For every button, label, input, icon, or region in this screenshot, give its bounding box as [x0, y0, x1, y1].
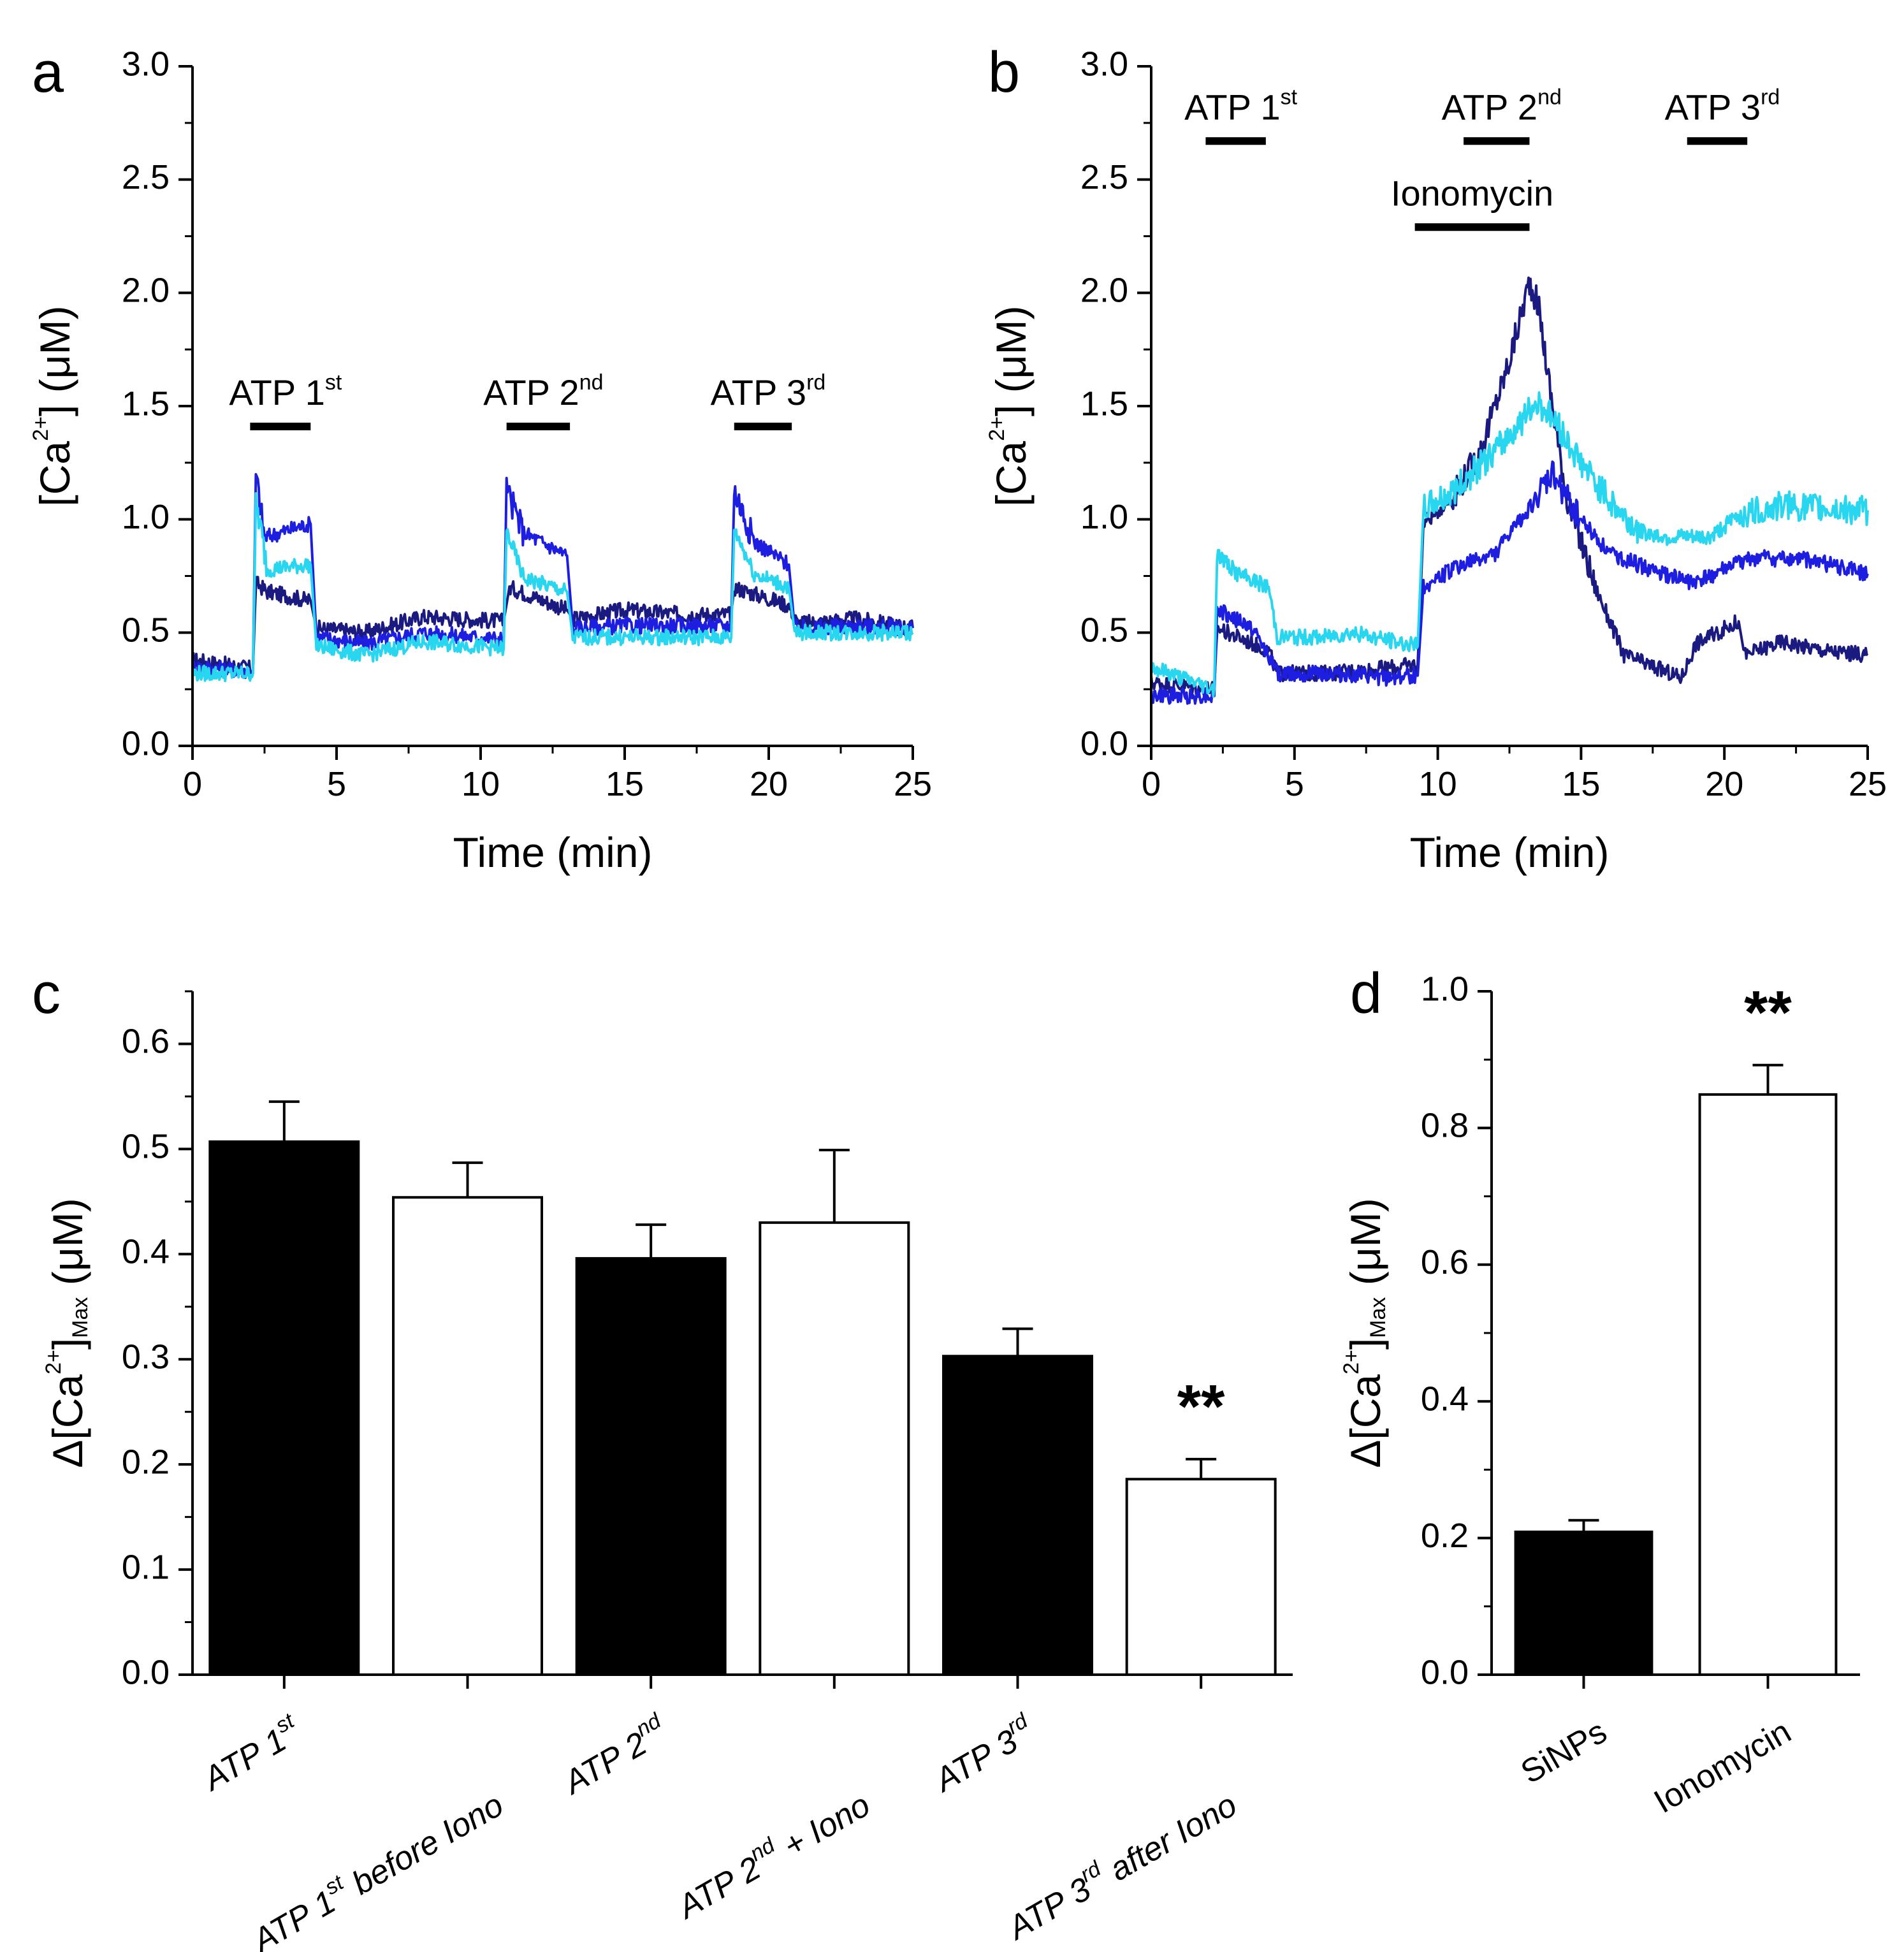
panel-d-significance-0: ** — [1744, 979, 1792, 1047]
panel-c-y-axis-title: Δ[Ca2+]Max (μM) — [41, 1198, 92, 1468]
panel-a-x-tick-label-5: 25 — [894, 765, 932, 803]
panel-a-drug-label-0: ATP 1st — [229, 370, 342, 412]
panel-c-y-tick-label-5: 0.5 — [122, 1128, 170, 1166]
panel-b-y-tick-label-6: 3.0 — [1080, 45, 1128, 83]
panel-a-x-tick-label-1: 5 — [327, 765, 346, 803]
panel-a-x-tick-label-2: 10 — [461, 765, 500, 803]
panel-d-y-tick-label-0: 0.0 — [1421, 1653, 1469, 1691]
panel-b-y-tick-label-3: 1.5 — [1080, 384, 1128, 423]
panel-d: d 0.0 0.2 0.4 0.6 0.8 1.0 Δ[Ca2+]Max (μM) ** SiNP… — [1339, 962, 1860, 1821]
panel-c-bar-1 — [391, 1196, 544, 1677]
panel-c-bar-3 — [759, 1221, 910, 1677]
panel-c-y-tick-label-6: 0.6 — [122, 1023, 170, 1061]
panel-c-bar-0 — [208, 1140, 360, 1676]
panel-c-category-label-5: ATP 3rd after Iono — [998, 1782, 1243, 1948]
panel-c-y-tick-label-4: 0.4 — [122, 1233, 170, 1271]
panel-c-y-tick-label-3: 0.3 — [122, 1337, 170, 1376]
panel-c: c 0.0 0.1 0.2 0.3 0.4 0.5 0.6 Δ[Ca2+]Max (μM) ** A… — [32, 962, 1293, 1952]
panel-b-series-trace-2 — [1150, 460, 1869, 705]
panel-d-category-label-1: Ionomycin — [1648, 1713, 1797, 1821]
panel-b: b 0.0 0.5 1.0 1.5 2.0 2.5 3.0 0 5 10 15 20 25 Time (mi… — [985, 41, 1887, 876]
panel-b-x-tick-label-4: 20 — [1705, 765, 1743, 803]
panel-d-bar-0 — [1514, 1530, 1653, 1676]
panel-c-category-label-3: ATP 2nd + Iono — [667, 1782, 876, 1927]
panel-c-category-label-0: ATP 1st — [193, 1708, 308, 1798]
panel-c-bar-5 — [1125, 1478, 1277, 1677]
panel-a-x-axis-title: Time (min) — [453, 829, 653, 876]
panel-a-series-trace-2 — [191, 473, 914, 680]
panel-d-y-tick-label-1: 0.2 — [1421, 1517, 1469, 1555]
panel-a-drug-label-1: ATP 2nd — [483, 370, 603, 412]
panel-b-y-tick-label-1: 0.5 — [1080, 611, 1128, 650]
panel-b-drug-label-3: Ionomycin — [1391, 173, 1553, 213]
panel-b-drug-label-2: ATP 3rd — [1665, 85, 1780, 127]
panel-c-panel-letter: c — [32, 962, 61, 1026]
panel-b-drug-label-0: ATP 1st — [1184, 85, 1297, 127]
panel-a-y-tick-label-6: 3.0 — [122, 45, 170, 83]
panel-a-y-tick-label-5: 2.5 — [122, 158, 170, 196]
panel-b-x-tick-label-2: 10 — [1419, 765, 1457, 803]
panel-a-y-tick-label-2: 1.0 — [122, 498, 170, 536]
panel-c-bar-2 — [575, 1256, 727, 1677]
panel-b-series-trace-3 — [1150, 391, 1869, 698]
panel-c-y-tick-label-0: 0.0 — [122, 1653, 170, 1691]
panel-a-y-axis-title: [Ca2+] (μM) — [29, 305, 78, 506]
panel-d-panel-letter: d — [1350, 962, 1382, 1026]
panel-b-y-tick-label-4: 2.0 — [1080, 272, 1128, 310]
panel-b-drug-label-1: ATP 2nd — [1442, 85, 1562, 127]
panel-a-drug-label-2: ATP 3rd — [711, 370, 826, 412]
panel-a-series-trace-3 — [191, 492, 914, 683]
panel-c-category-label-2: ATP 2nd — [554, 1708, 674, 1802]
panel-d-bar-1 — [1698, 1093, 1838, 1676]
panel-d-y-tick-label-4: 0.8 — [1421, 1107, 1469, 1145]
panel-c-category-label-4: ATP 3rd — [925, 1708, 1042, 1800]
panel-c-y-tick-label-2: 0.2 — [122, 1443, 170, 1481]
panel-c-significance-0: ** — [1177, 1373, 1225, 1441]
panel-b-y-axis-title: [Ca2+] (μM) — [985, 305, 1035, 506]
panel-d-y-tick-label-5: 1.0 — [1421, 970, 1469, 1008]
panel-b-x-tick-label-1: 5 — [1285, 765, 1304, 803]
panel-a-y-tick-label-3: 1.5 — [122, 384, 170, 423]
panel-a-panel-letter: a — [32, 41, 64, 105]
panel-a-x-tick-label-0: 0 — [183, 765, 202, 803]
panel-b-series-trace-1 — [1150, 276, 1869, 697]
panel-c-bar-4 — [941, 1355, 1094, 1676]
panel-b-y-tick-label-0: 0.0 — [1080, 724, 1128, 762]
panel-c-category-label-1: ATP 1st before Iono — [242, 1782, 509, 1952]
panel-b-y-tick-label-2: 1.0 — [1080, 498, 1128, 536]
panel-b-y-tick-label-5: 2.5 — [1080, 158, 1128, 196]
panel-d-category-label-0: SiNPs — [1515, 1713, 1613, 1791]
panel-b-x-axis-title: Time (min) — [1410, 829, 1610, 876]
panel-a: a 0.0 0.5 1.0 1.5 2.0 2.5 3.0 0 5 10 15 20 25 Time (mi… — [29, 41, 932, 876]
panel-d-y-tick-label-3: 0.6 — [1421, 1243, 1469, 1281]
panel-a-y-tick-label-0: 0.0 — [122, 724, 170, 762]
panel-d-y-tick-label-2: 0.4 — [1421, 1380, 1469, 1418]
panel-a-y-tick-label-4: 2.0 — [122, 272, 170, 310]
panel-a-x-tick-label-3: 15 — [606, 765, 644, 803]
panel-b-x-tick-label-5: 25 — [1849, 765, 1887, 803]
panel-a-x-tick-label-4: 20 — [750, 765, 788, 803]
panel-d-y-axis-title: Δ[Ca2+]Max (μM) — [1339, 1198, 1390, 1468]
panel-c-y-tick-label-1: 0.1 — [122, 1548, 170, 1586]
panel-a-y-tick-label-1: 0.5 — [122, 611, 170, 650]
panel-b-x-tick-label-0: 0 — [1142, 765, 1161, 803]
panel-b-panel-letter: b — [988, 41, 1020, 105]
panel-b-x-tick-label-3: 15 — [1562, 765, 1600, 803]
